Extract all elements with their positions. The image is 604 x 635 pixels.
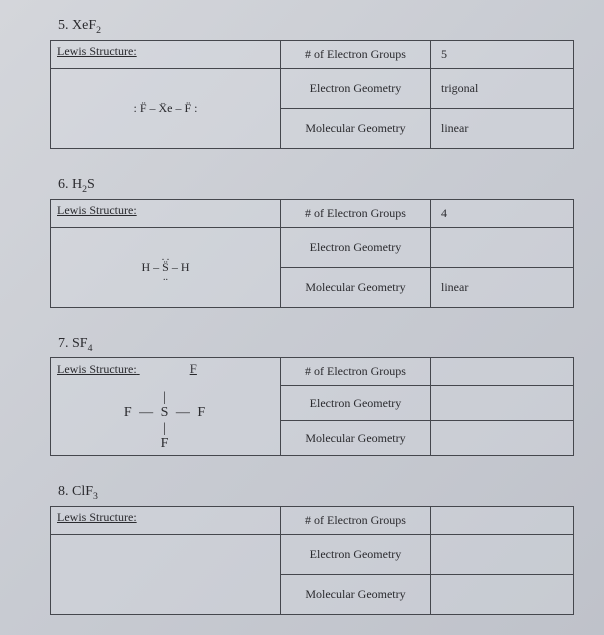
question-formula: SF4 [72,336,92,351]
question-table: Lewis Structure: # of Electron Groups 5 … [50,40,574,149]
molecular-geometry-value [431,575,574,615]
question-5: 5. XeF2 Lewis Structure: # of Electron G… [50,18,574,149]
question-8: 8. ClF3 Lewis Structure: # of Electron G… [50,484,574,615]
question-6: 6. H2S Lewis Structure: # of Electron Gr… [50,177,574,308]
question-formula: ClF3 [72,484,98,499]
sf4-bottom-f: F [51,436,280,451]
molecular-geometry-label: Molecular Geometry [281,108,431,148]
molecular-geometry-value [431,421,574,456]
electron-geometry-value [431,386,574,421]
lewis-drawing: | F — S — F | F [51,390,280,452]
sf4-top-f: F [190,361,197,376]
question-number: 5. [58,18,69,33]
question-table: Lewis Structure: # of Electron Groups 4 … [50,199,574,308]
sf4-bond-1: | [51,390,280,405]
electron-groups-label: # of Electron Groups [281,358,431,386]
lewis-drawing: . . H – S̈ – H .. [51,255,280,280]
lewis-structure-header: Lewis Structure: [51,199,281,227]
lewis-structure-header: Lewis Structure: F [51,358,281,386]
electron-geometry-label: Electron Geometry [281,535,431,575]
molecular-geometry-label: Molecular Geometry [281,575,431,615]
lewis-header-text: Lewis Structure: [57,362,137,376]
lewis-drawing: : F̈ – Ẍe – F̈ : [133,101,197,115]
electron-geometry-label: Electron Geometry [281,386,431,421]
question-7: 7. SF4 Lewis Structure: F # of Electron … [50,336,574,457]
molecular-geometry-value: linear [431,267,574,307]
electron-groups-value [431,507,574,535]
electron-groups-value: 5 [431,40,574,68]
electron-groups-value [431,358,574,386]
question-table: Lewis Structure: # of Electron Groups El… [50,506,574,615]
molecular-geometry-label: Molecular Geometry [281,421,431,456]
question-number: 6. [58,177,69,192]
question-formula: XeF2 [72,18,101,33]
molecular-geometry-value: linear [431,108,574,148]
worksheet-page: 5. XeF2 Lewis Structure: # of Electron G… [0,0,604,635]
question-number: 8. [58,484,69,499]
question-number: 7. [58,336,69,351]
sf4-bond-2: | [51,421,280,436]
lewis-structure-cell: | F — S — F | F [51,386,281,456]
molecular-geometry-label: Molecular Geometry [281,267,431,307]
question-table: Lewis Structure: F # of Electron Groups … [50,357,574,456]
lewis-structure-cell: . . H – S̈ – H .. [51,227,281,307]
question-title: 6. H2S [58,177,574,195]
electron-groups-value: 4 [431,199,574,227]
lewis-structure-header: Lewis Structure: [51,40,281,68]
electron-groups-label: # of Electron Groups [281,507,431,535]
question-title: 8. ClF3 [58,484,574,502]
lewis-structure-cell: : F̈ – Ẍe – F̈ : [51,68,281,148]
electron-geometry-value [431,227,574,267]
electron-geometry-label: Electron Geometry [281,68,431,108]
lone-pair-bottom: .. [51,275,280,280]
electron-groups-label: # of Electron Groups [281,199,431,227]
electron-groups-label: # of Electron Groups [281,40,431,68]
question-formula: H2S [72,177,95,192]
electron-geometry-label: Electron Geometry [281,227,431,267]
electron-geometry-value: trigonal [431,68,574,108]
lewis-structure-header: Lewis Structure: [51,507,281,535]
question-title: 5. XeF2 [58,18,574,36]
lewis-structure-cell [51,535,281,615]
electron-geometry-value [431,535,574,575]
question-title: 7. SF4 [58,336,574,354]
sf4-mid: F — S — F [51,405,280,420]
